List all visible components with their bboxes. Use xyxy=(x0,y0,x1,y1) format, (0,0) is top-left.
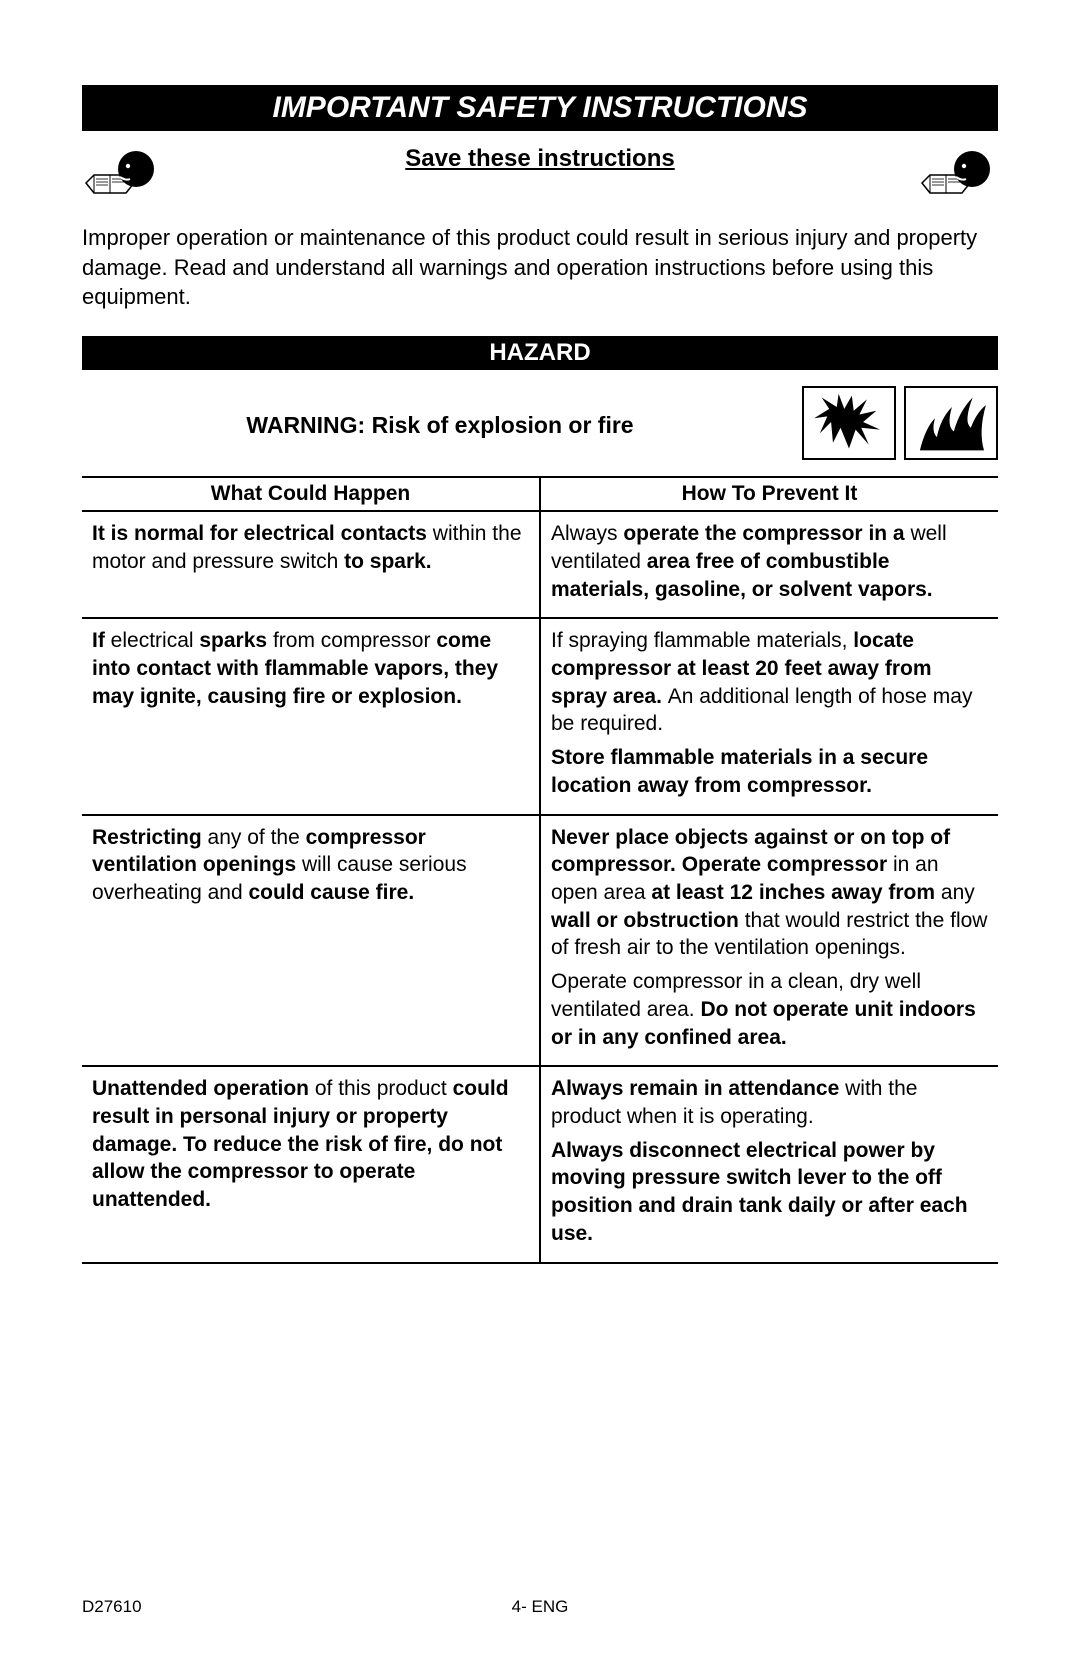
cell-paragraph: Operate compressor in a clean, dry well … xyxy=(551,968,988,1051)
subtitle-row: Save these instructions xyxy=(82,143,998,203)
hazard-label: HAZARD xyxy=(489,339,590,366)
cell-paragraph: It is normal for electrical contacts wit… xyxy=(92,520,529,575)
col-header-left: What Could Happen xyxy=(82,477,540,511)
warning-row: WARNING: Risk of explosion or fire xyxy=(82,390,998,460)
explosion-icon xyxy=(802,386,896,460)
table-row: Restricting any of the compressor ventil… xyxy=(82,815,998,1067)
table-row: Unattended operation of this product cou… xyxy=(82,1066,998,1262)
table-cell: If electrical sparks from compressor com… xyxy=(82,618,540,814)
table-cell: Always operate the compressor in a well … xyxy=(540,511,998,618)
footer-page: 4- ENG xyxy=(0,1597,1080,1617)
cell-paragraph: Always disconnect electrical power by mo… xyxy=(551,1137,988,1248)
cell-paragraph: If spraying flammable materials, locate … xyxy=(551,627,988,738)
hazard-bar: HAZARD xyxy=(82,336,998,370)
cell-paragraph: Never place objects against or on top of… xyxy=(551,824,988,963)
cell-paragraph: Store flammable materials in a secure lo… xyxy=(551,744,988,799)
table-cell: Unattended operation of this product cou… xyxy=(82,1066,540,1262)
cell-paragraph: Always remain in attendance with the pro… xyxy=(551,1075,988,1130)
table-cell: Never place objects against or on top of… xyxy=(540,815,998,1067)
page-title: IMPORTANT SAFETY INSTRUCTIONS xyxy=(272,91,807,124)
subtitle: Save these instructions xyxy=(162,143,918,173)
table-row: If electrical sparks from compressor com… xyxy=(82,618,998,814)
cell-paragraph: If electrical sparks from compressor com… xyxy=(92,627,529,710)
hazard-icon-group xyxy=(802,386,998,460)
cell-paragraph: Always operate the compressor in a well … xyxy=(551,520,988,603)
table-cell: It is normal for electrical contacts wit… xyxy=(82,511,540,618)
table-cell: Restricting any of the compressor ventil… xyxy=(82,815,540,1067)
cell-paragraph: Restricting any of the compressor ventil… xyxy=(92,824,529,907)
table-row: It is normal for electrical contacts wit… xyxy=(82,511,998,618)
hazard-table: What Could Happen How To Prevent It It i… xyxy=(82,476,998,1264)
col-header-right: How To Prevent It xyxy=(540,477,998,511)
page-title-bar: IMPORTANT SAFETY INSTRUCTIONS xyxy=(82,85,998,131)
read-manual-icon-right xyxy=(918,143,998,203)
table-cell: Always remain in attendance with the pro… xyxy=(540,1066,998,1262)
table-cell: If spraying flammable materials, locate … xyxy=(540,618,998,814)
read-manual-icon-left xyxy=(82,143,162,203)
cell-paragraph: Unattended operation of this product cou… xyxy=(92,1075,529,1214)
fire-icon xyxy=(904,386,998,460)
intro-paragraph: Improper operation or maintenance of thi… xyxy=(82,223,998,312)
